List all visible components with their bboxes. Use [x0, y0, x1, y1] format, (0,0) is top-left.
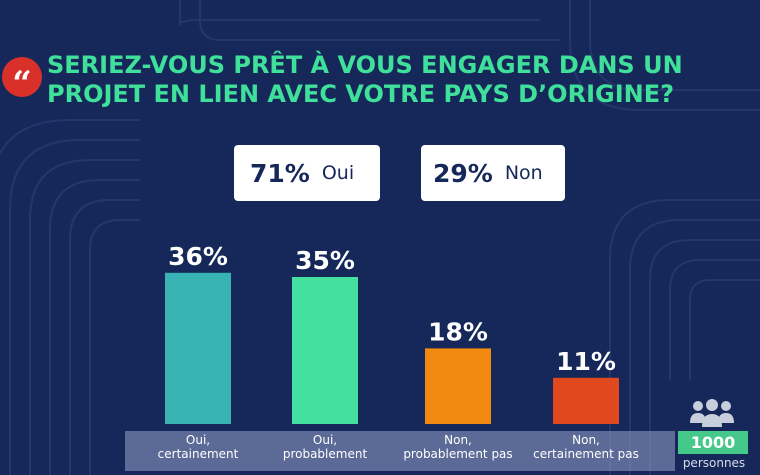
category-label-4: Non, certainement pas: [533, 433, 639, 461]
question-title: SERIEZ-VOUS PRÊT À VOUS ENGAGER DANS UN …: [47, 51, 760, 109]
bar-value-label-3: 18%: [428, 317, 488, 346]
category-band: [125, 431, 675, 471]
question-line-2: PROJET EN LIEN AVEC VOTRE PAYS D’ORIGINE…: [47, 80, 675, 108]
quote-icon: “: [2, 57, 42, 101]
question-line-1: SERIEZ-VOUS PRÊT À VOUS ENGAGER DANS UN: [47, 51, 683, 79]
bar-3: [425, 348, 491, 424]
summary-oui-label: Oui: [321, 162, 355, 184]
bar-2: [292, 277, 358, 424]
category-label-2: Oui, probablement: [282, 433, 368, 461]
bar-value-label-1: 36%: [168, 242, 228, 271]
bar-value-label-2: 35%: [295, 246, 355, 275]
sample-count-badge: 1000: [678, 431, 748, 454]
summary-oui-box: 71% Oui: [234, 145, 380, 201]
sample-count-label: personnes: [682, 456, 746, 470]
bar-value-label-4: 11%: [556, 347, 616, 376]
bar-1: [165, 272, 231, 424]
summary-oui-percent: 71%: [250, 158, 310, 188]
summary-non-box: 29% Non: [421, 145, 565, 201]
category-label-3: Non, probablement pas: [403, 433, 513, 461]
summary-non-label: Non: [504, 162, 543, 184]
category-label-1: Oui, certainement: [157, 433, 239, 461]
bar-4: [553, 377, 619, 424]
people-icon: [690, 399, 734, 427]
summary-non-percent: 29%: [433, 158, 493, 188]
